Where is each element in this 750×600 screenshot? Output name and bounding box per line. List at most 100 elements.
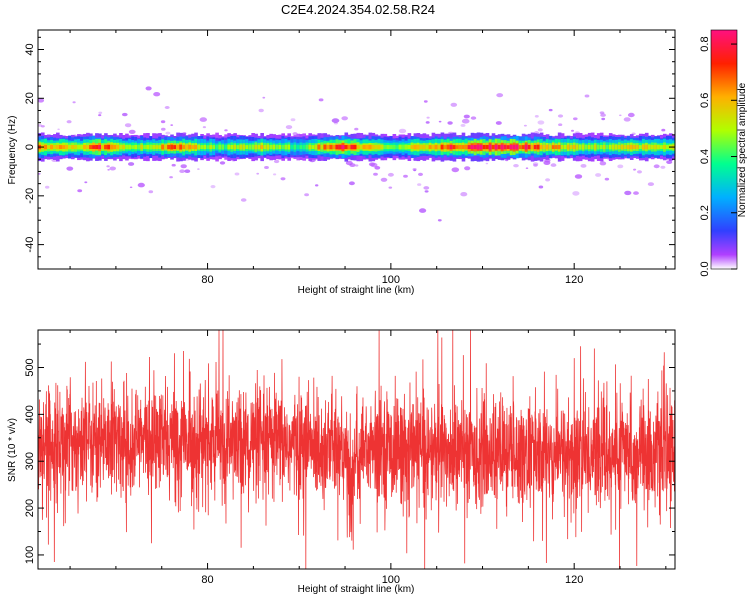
spectrogram-cell [659, 145, 664, 149]
spectrogram-cell [44, 144, 48, 150]
spectrogram-cell [128, 144, 132, 150]
spectrogram-cell [593, 144, 598, 150]
spectrogram-cell [554, 145, 559, 150]
spectrogram-cell [365, 144, 370, 150]
spectrogram-cell [467, 145, 472, 150]
spectrogram-cell [665, 144, 670, 150]
spectrogram-cell [197, 144, 201, 150]
y-tick-label: 0 [24, 144, 36, 150]
spectrogram-cell [359, 144, 364, 150]
noise-speckle [77, 189, 83, 193]
spectrogram-cell [527, 144, 532, 150]
noise-speckle [423, 100, 428, 103]
y-tick-label: 100 [24, 546, 36, 564]
spectrogram-cell [491, 144, 496, 150]
spectrogram-cell [461, 145, 466, 150]
snr-ticks: 80 100 120 100 200 300 400 500 [24, 330, 675, 586]
spectrogram-cell [206, 145, 210, 149]
spectrogram-cell [170, 144, 174, 150]
spectrogram-ticks: 80 100 120 -40 -20 0 20 40 [24, 30, 675, 286]
noise-speckle [538, 185, 544, 189]
noise-speckle [573, 117, 578, 121]
spectrogram-cell [353, 144, 358, 150]
spectrogram-cell [191, 145, 195, 149]
noise-speckle [184, 169, 191, 173]
noise-speckle [210, 185, 216, 189]
spectrogram-cell [263, 145, 267, 150]
noise-speckle [66, 120, 72, 124]
spectrogram-cell [260, 145, 264, 149]
colorbar-gradient [710, 29, 738, 270]
spectrogram-cell [158, 145, 162, 150]
spectrogram-cell [380, 144, 385, 150]
spectrogram-cell [494, 144, 499, 150]
spectrogram-cell [509, 144, 514, 150]
spectrogram-cell [407, 144, 412, 150]
spectrogram-cell [131, 145, 135, 149]
noise-speckle [107, 169, 110, 171]
spectrogram-cell [419, 144, 424, 150]
figure-title: C2E4.2024.354.02.58.R24 [281, 2, 435, 17]
spectrogram-cell [443, 145, 448, 150]
spectrogram-cell [254, 144, 258, 150]
spectrogram-cell [632, 145, 637, 149]
noise-speckle [513, 164, 519, 168]
y-tick-label: 400 [24, 405, 36, 423]
spectrogram-cell [167, 144, 171, 150]
noise-speckle [533, 163, 538, 167]
spectrogram-panel: 80 100 120 -40 -20 0 20 40 Height of straight l… [7, 29, 676, 296]
spectrogram-cell [209, 145, 213, 150]
spectrogram-cell [440, 144, 445, 150]
noise-speckle [318, 98, 324, 102]
spectrogram-cell [215, 144, 219, 150]
noise-speckle [128, 129, 136, 134]
spectrogram-cell [326, 144, 331, 150]
noise-speckle [109, 166, 116, 171]
spectrogram-cell [506, 145, 511, 149]
noise-speckle [374, 166, 381, 170]
x-tick-label: 80 [201, 574, 213, 586]
spectrogram-cell [536, 144, 541, 150]
spectrogram-cell [311, 145, 316, 149]
spectrogram-cell [653, 144, 658, 150]
spectrogram-cell [110, 144, 114, 150]
noise-speckle [485, 162, 489, 165]
noise-speckle [545, 178, 551, 182]
spectrogram-cell [482, 144, 487, 150]
spectrogram-cell [608, 144, 613, 150]
spectrogram-cell [341, 145, 346, 150]
spectrogram-cell [563, 144, 568, 150]
noise-speckle [38, 172, 41, 175]
spectrogram-cell [638, 145, 643, 149]
spectrogram-cell [269, 144, 273, 150]
noise-speckle [341, 116, 349, 121]
noise-speckle [387, 172, 394, 177]
spectrogram-cell [275, 144, 279, 150]
noise-speckle [413, 169, 417, 172]
spectrogram-cell [248, 144, 252, 150]
spectrogram-cell [152, 144, 156, 150]
snr-y-axis-title: SNR (10 * v/v) [7, 418, 18, 482]
spectrogram-cell [335, 144, 340, 150]
spectrogram-cell [557, 144, 562, 150]
noise-speckle [437, 219, 442, 222]
spectrogram-cell [338, 144, 343, 150]
spectrogram-cell [476, 144, 481, 150]
spectrogram-cell [74, 144, 78, 150]
noise-speckle [637, 170, 642, 174]
noise-speckle [463, 114, 470, 119]
noise-speckle [388, 186, 393, 189]
spectrogram-cell [68, 144, 72, 150]
spectrogram-cell [218, 144, 222, 150]
spectrogram-cell [395, 145, 400, 149]
spectrogram-cell [401, 144, 406, 150]
spectrogram-cell [620, 144, 625, 150]
x-tick-label: 80 [201, 274, 213, 286]
spectrogram-cell [119, 144, 123, 150]
spectrogram-cell [602, 145, 607, 150]
spectrogram-cell [584, 144, 589, 150]
noise-speckle [418, 172, 423, 176]
noise-speckle [373, 172, 378, 176]
noise-speckle [224, 129, 228, 132]
spectrogram-cell [374, 144, 379, 150]
